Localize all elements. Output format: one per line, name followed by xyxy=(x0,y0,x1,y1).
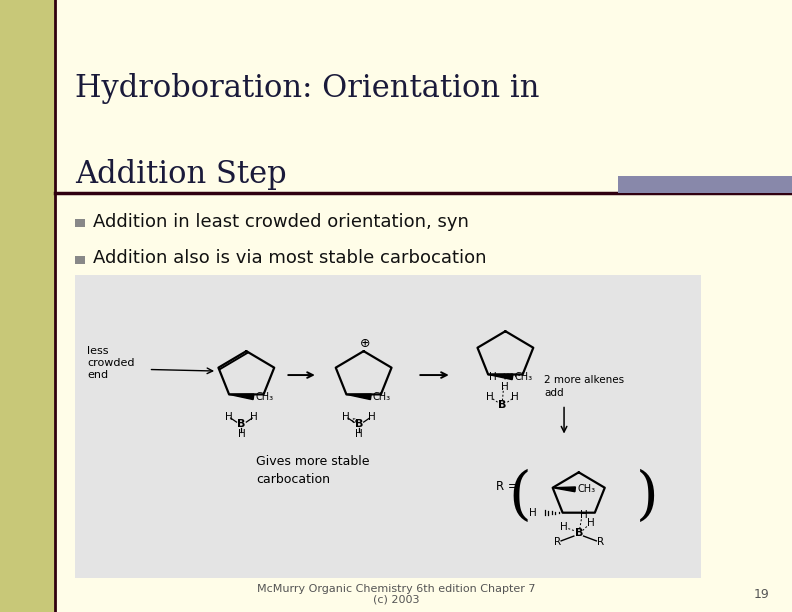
Polygon shape xyxy=(346,394,371,400)
Bar xyxy=(0,0,55,612)
Text: CH₃: CH₃ xyxy=(577,484,596,494)
Text: (c) 2003: (c) 2003 xyxy=(373,595,419,605)
Text: ⊕: ⊕ xyxy=(360,337,371,349)
Text: H: H xyxy=(355,429,363,439)
Polygon shape xyxy=(488,374,513,379)
Text: H: H xyxy=(512,392,519,401)
Bar xyxy=(75,219,86,227)
Text: H: H xyxy=(580,510,588,520)
Text: B: B xyxy=(238,419,246,430)
Text: Hydroboration: Orientation in: Hydroboration: Orientation in xyxy=(75,73,539,105)
Text: less
crowded
end: less crowded end xyxy=(87,346,135,381)
Text: CH₃: CH₃ xyxy=(373,392,391,402)
Text: H: H xyxy=(485,392,493,401)
Text: H: H xyxy=(530,508,537,518)
Text: Addition Step: Addition Step xyxy=(75,159,287,190)
Text: R: R xyxy=(554,537,561,548)
Text: H: H xyxy=(560,521,568,531)
Bar xyxy=(618,176,792,193)
Text: R =: R = xyxy=(496,480,517,493)
Polygon shape xyxy=(553,487,576,491)
Text: Addition in least crowded orientation, syn: Addition in least crowded orientation, s… xyxy=(93,212,469,231)
Text: H: H xyxy=(342,411,350,422)
Text: ): ) xyxy=(636,469,658,525)
Text: Gives more stable
carbocation: Gives more stable carbocation xyxy=(256,455,370,486)
Text: 2 more alkenes
add: 2 more alkenes add xyxy=(545,375,625,398)
Text: R: R xyxy=(596,537,604,548)
Text: CH₃: CH₃ xyxy=(515,372,533,382)
Text: B: B xyxy=(574,528,583,538)
Text: H: H xyxy=(489,372,497,382)
Text: H: H xyxy=(238,429,246,439)
Text: Addition also is via most stable carbocation: Addition also is via most stable carboca… xyxy=(93,249,487,267)
Text: 19: 19 xyxy=(754,588,770,601)
Text: H: H xyxy=(501,382,508,392)
Text: CH₃: CH₃ xyxy=(256,392,273,402)
Text: H: H xyxy=(587,518,594,528)
Text: B: B xyxy=(355,419,363,430)
Text: δ: δ xyxy=(352,418,356,424)
Bar xyxy=(75,256,86,264)
Bar xyxy=(75,275,701,578)
Text: H: H xyxy=(225,411,233,422)
Text: (: ( xyxy=(508,469,531,525)
Polygon shape xyxy=(229,394,254,400)
Text: H: H xyxy=(250,411,258,422)
Text: McMurry Organic Chemistry 6th edition Chapter 7: McMurry Organic Chemistry 6th edition Ch… xyxy=(257,584,535,594)
Text: B: B xyxy=(498,400,507,409)
Text: H: H xyxy=(367,411,375,422)
